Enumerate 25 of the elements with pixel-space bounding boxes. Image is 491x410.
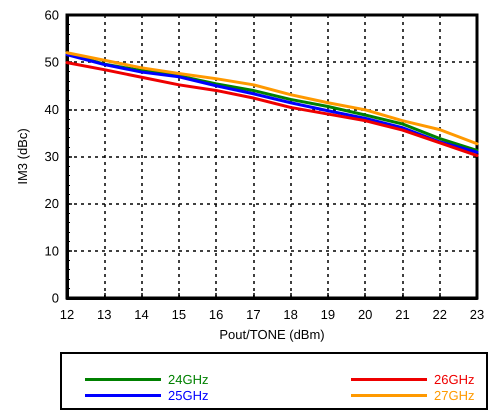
x-tick-label: 23 <box>470 307 484 322</box>
y-tick-label: 30 <box>44 149 59 164</box>
x-tick-label: 21 <box>395 307 410 322</box>
text: 26GHz <box>434 372 474 387</box>
y-tick-label: 50 <box>44 54 59 70</box>
y-tick-label: 40 <box>44 102 59 117</box>
x-tick-label: 12 <box>60 307 74 322</box>
x-tick-label: 13 <box>97 307 112 322</box>
x-tick-label: 16 <box>208 307 224 322</box>
x-tick-label: 19 <box>320 307 336 322</box>
y-tick-label: 0 <box>52 290 59 306</box>
y-tick-label: 10 <box>44 243 59 258</box>
x-tick-label: 17 <box>246 307 261 322</box>
text: 25GHz <box>168 388 208 403</box>
x-tick-label: 22 <box>432 307 447 322</box>
x-axis-title: Pout/TONE (dBm) <box>219 327 325 342</box>
text: 27GHz <box>434 388 474 403</box>
y-axis-title: IM3 (dBc) <box>15 128 30 185</box>
x-tick-label: 15 <box>172 307 186 322</box>
x-tick-label: 18 <box>283 307 298 322</box>
x-tick-label: 14 <box>134 307 149 322</box>
text: 24GHz <box>168 372 208 387</box>
y-tick-label: 20 <box>44 196 59 212</box>
x-tick-label: 20 <box>358 307 372 322</box>
y-tick-label: 60 <box>44 8 59 22</box>
